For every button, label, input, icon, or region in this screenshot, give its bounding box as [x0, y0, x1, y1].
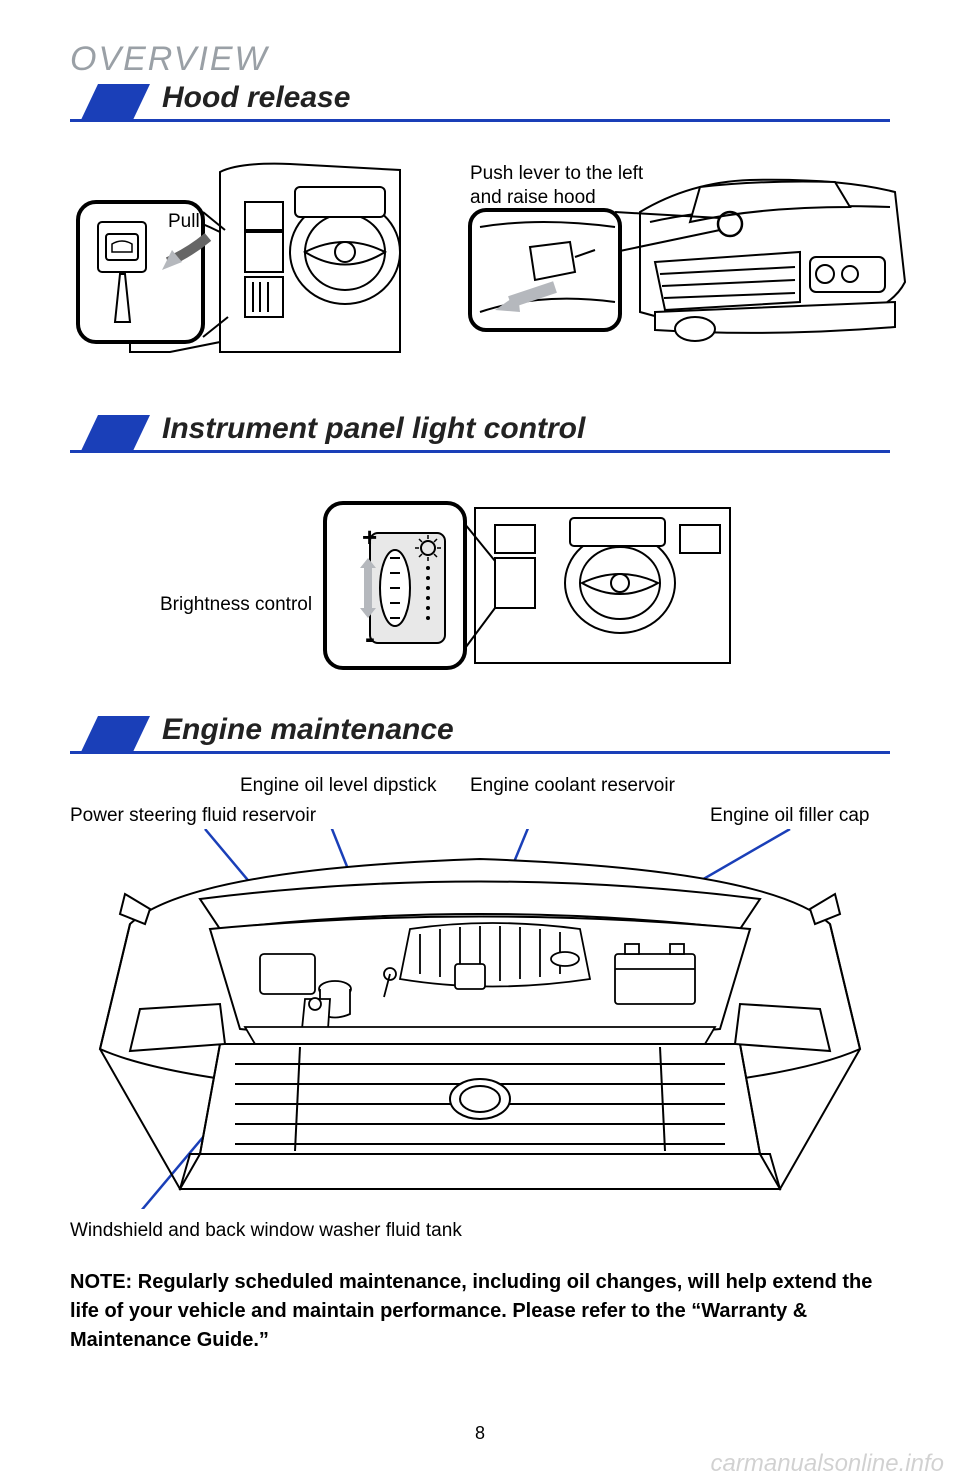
- instrument-panel-diagram: + -: [70, 483, 890, 683]
- engine-maintenance-diagram: Engine oil level dipstick Engine coolant…: [70, 774, 890, 1244]
- section-header-instrument-panel: Instrument panel light control: [70, 412, 890, 453]
- callout-brightness: Brightness control: [160, 593, 312, 617]
- section-header-hood-release: Hood release: [70, 81, 890, 122]
- watermark: carmanualsonline.info: [711, 1450, 944, 1478]
- section-title-hood-release: Hood release: [162, 81, 350, 119]
- section-tab-icon: [80, 84, 150, 122]
- section-title-instrument-panel: Instrument panel light control: [162, 412, 585, 450]
- instrument-panel-svg: + -: [310, 483, 740, 683]
- page-number: 8: [0, 1423, 960, 1444]
- maintenance-note: NOTE: Regularly scheduled maintenance, i…: [70, 1268, 890, 1355]
- svg-text:+: +: [362, 522, 377, 552]
- callout-power-steering: Power steering fluid reservoir: [70, 804, 316, 828]
- section-tab-icon: [80, 415, 150, 453]
- callout-pull: Pull: [168, 210, 200, 234]
- callout-oil-filler: Engine oil filler cap: [710, 804, 869, 828]
- engine-bay-svg: [70, 829, 890, 1209]
- section-header-engine-maintenance: Engine maintenance: [70, 713, 890, 754]
- callout-coolant: Engine coolant reservoir: [470, 774, 675, 798]
- overview-label: OVERVIEW: [70, 40, 890, 79]
- callout-dipstick: Engine oil level dipstick: [240, 774, 436, 798]
- section-tab-icon: [80, 716, 150, 754]
- svg-text:-: -: [365, 622, 375, 655]
- callout-push-lever: Push lever to the left and raise hood: [470, 162, 643, 210]
- hood-release-interior-svg: [70, 152, 410, 382]
- hood-release-diagram: Pull: [70, 152, 890, 382]
- callout-washer-fluid: Windshield and back window washer fluid …: [70, 1219, 462, 1243]
- section-title-engine-maintenance: Engine maintenance: [162, 713, 454, 751]
